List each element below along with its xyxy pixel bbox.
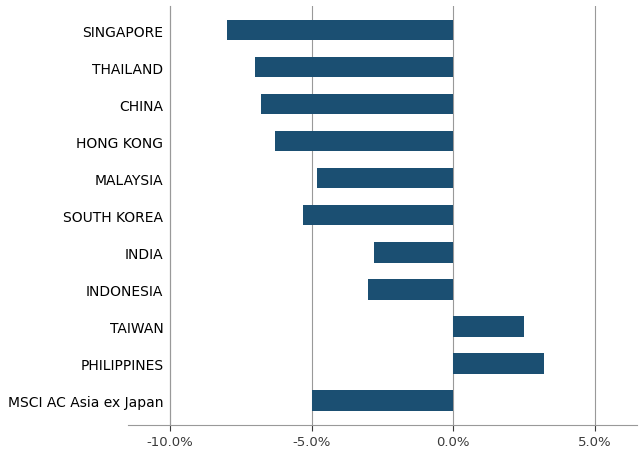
Bar (453, 354, 544, 374)
Bar (453, 317, 524, 337)
Bar (374, 243, 453, 263)
Bar (303, 206, 453, 226)
Bar (368, 279, 453, 300)
Bar (261, 95, 453, 115)
Bar (275, 131, 453, 152)
Bar (317, 169, 453, 189)
Bar (227, 21, 453, 41)
Bar (312, 390, 453, 411)
Bar (255, 58, 453, 78)
